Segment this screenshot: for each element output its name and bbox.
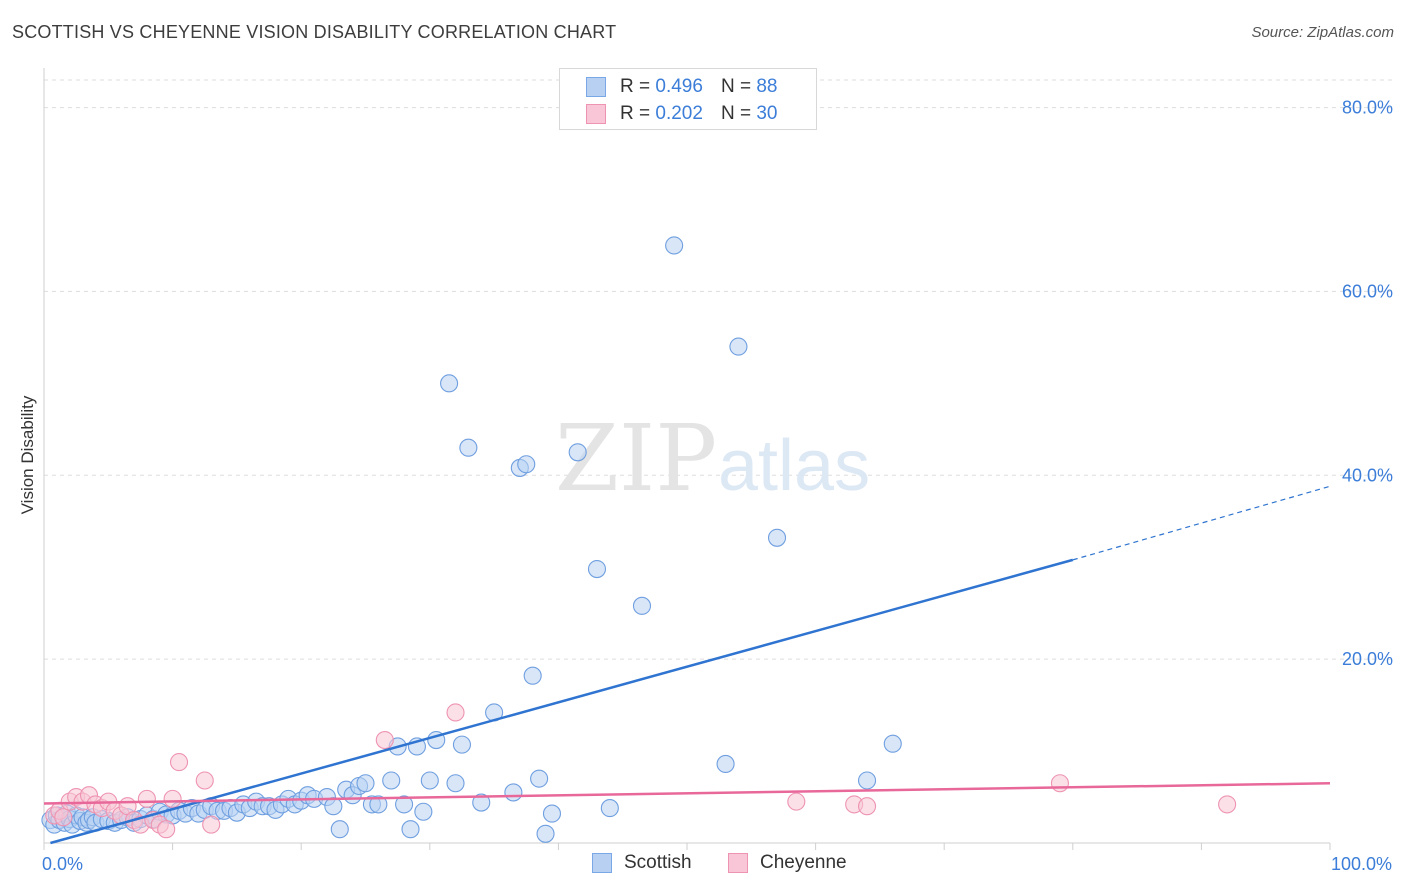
cheyenne-point [137, 789, 156, 808]
scottish-point [568, 443, 587, 462]
cheyenne-point [202, 815, 221, 834]
scottish-point [587, 560, 607, 579]
cheyenne-point [54, 808, 73, 827]
scottish-point [401, 820, 420, 839]
r-value: 0.202 [655, 103, 703, 124]
legend-row-scottish: R = 0.496 N = 88 [586, 74, 777, 100]
scottish-point [523, 666, 542, 685]
legend-label: Scottish [624, 852, 692, 873]
scottish-point [324, 797, 343, 816]
y-tick-label: 60.0% [1342, 281, 1393, 301]
scottish-swatch [592, 853, 612, 873]
y-tick-label: 20.0% [1342, 649, 1393, 669]
cheyenne-point [157, 820, 176, 839]
cheyenne-point [169, 753, 189, 772]
scottish-point [472, 793, 491, 812]
x-tick-label: 100.0% [1331, 854, 1392, 874]
cheyenne-swatch [728, 853, 748, 873]
scottish-point [414, 802, 433, 821]
scottish-point [420, 771, 439, 790]
trend-lines [43, 485, 1331, 845]
scottish-point [369, 795, 388, 814]
y-tick-label: 80.0% [1342, 98, 1393, 118]
n-value: 30 [756, 103, 778, 124]
chart-title: SCOTTISH VS CHEYENNE VISION DISABILITY C… [12, 22, 617, 42]
scottish-point [632, 596, 652, 615]
scottish-point [530, 769, 549, 788]
legend-row-cheyenne: R = 0.202 N = 30 [586, 101, 777, 127]
scottish-point [440, 374, 459, 393]
scottish-points [41, 236, 902, 843]
scottish-point [665, 236, 684, 255]
scottish-point [857, 771, 877, 790]
cheyenne-trend-line [43, 781, 1331, 805]
scottish-point [729, 337, 748, 356]
source-label: Source: ZipAtlas.com [1251, 24, 1394, 41]
scottish-trend-line [50, 558, 1074, 845]
scottish-point [452, 735, 472, 754]
axes [43, 68, 1331, 850]
scottish-point [542, 804, 562, 823]
scottish-point [883, 734, 902, 753]
legend-item-cheyenne[interactable]: Cheyenne [728, 852, 847, 874]
cheyenne-point [1218, 795, 1237, 814]
watermark-atlas: atlas [718, 426, 870, 506]
scottish-point [395, 795, 414, 814]
watermark: ZIP atlas [555, 405, 870, 512]
r-label: R = [620, 76, 651, 97]
y-axis-label: Vision Disability [18, 395, 37, 515]
scottish-swatch [586, 77, 606, 97]
scottish-trend-extension [1072, 485, 1331, 561]
scottish-point [536, 824, 555, 843]
cheyenne-point [1050, 774, 1069, 793]
n-label: N = [720, 103, 752, 124]
scottish-point [356, 774, 375, 793]
scottish-point [446, 774, 465, 793]
n-label: N = [720, 76, 752, 97]
tick-labels: 20.0% 40.0% 60.0% 80.0% 0.0% 100.0% [42, 98, 1393, 874]
grid-lines [44, 79, 1392, 660]
y-tick-label: 40.0% [1342, 465, 1393, 485]
scottish-point [382, 771, 401, 790]
legend-item-scottish[interactable]: Scottish [592, 852, 692, 874]
r-value: 0.496 [655, 76, 703, 97]
cheyenne-swatch [586, 104, 606, 124]
cheyenne-point [446, 703, 465, 722]
legend-label: Cheyenne [760, 852, 847, 873]
scottish-point [517, 455, 536, 474]
x-tick-label: 0.0% [42, 854, 83, 874]
r-label: R = [620, 103, 651, 124]
cheyenne-point [857, 797, 877, 816]
n-value: 88 [756, 76, 778, 97]
scottish-point [459, 438, 478, 457]
scottish-point [504, 783, 523, 802]
scottish-point [767, 528, 787, 547]
cheyenne-point [195, 771, 214, 790]
scottish-point [716, 754, 735, 773]
cheyenne-points [45, 703, 1237, 839]
cheyenne-point [787, 792, 806, 811]
scottish-point [600, 799, 619, 818]
series-legend: Scottish Cheyenne [0, 852, 1406, 878]
cheyenne-point [375, 730, 394, 750]
cheyenne-point [163, 789, 182, 808]
stats-legend: R = 0.496 N = 88 R = 0.202 N = 30 [559, 68, 817, 130]
scottish-point [330, 820, 349, 839]
